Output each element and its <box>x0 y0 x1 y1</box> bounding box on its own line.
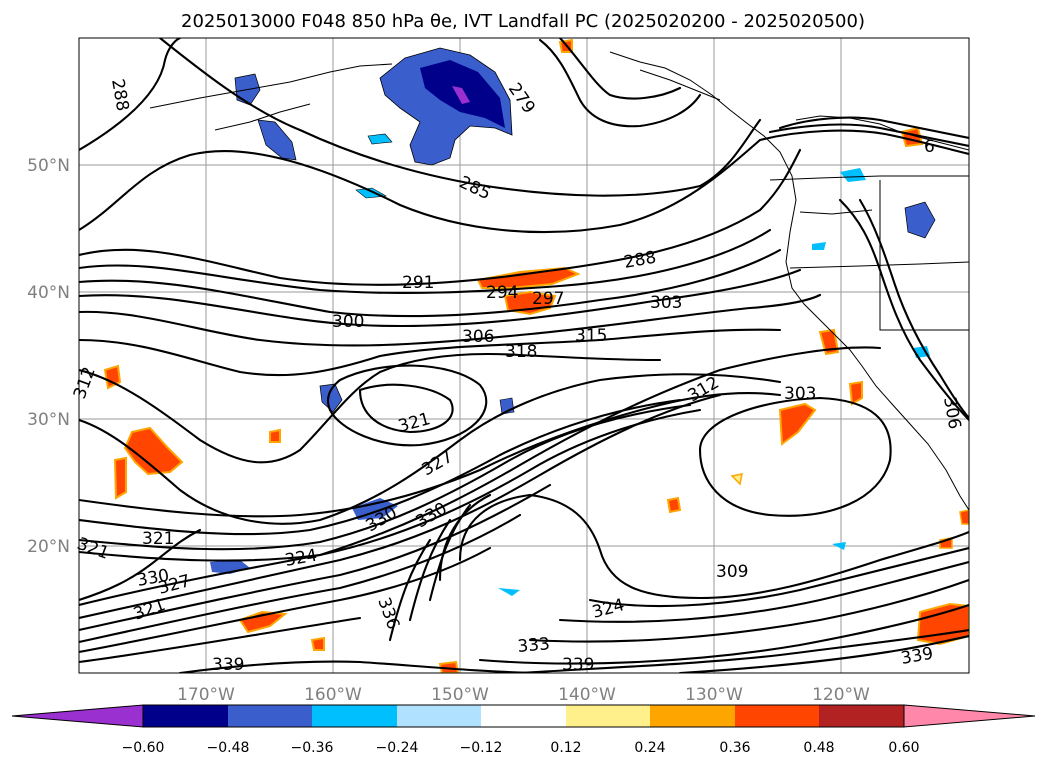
colorbar-tick-label: 0.36 <box>719 740 750 756</box>
longitude-labels: 170°W 160°W 150°W 140°W 130°W 120°W <box>177 685 870 705</box>
contour-label: 339 <box>212 655 244 675</box>
pc-shading-positive <box>103 38 969 673</box>
colorbar-tick-label: −0.36 <box>291 740 334 756</box>
colorbar-segment <box>650 705 735 727</box>
lon-label: 170°W <box>177 685 235 705</box>
colorbar-segment <box>228 705 312 727</box>
colorbar-tick-label: 0.24 <box>634 740 665 756</box>
contour-label: 306 <box>462 327 494 347</box>
colorbar-segment <box>819 705 904 727</box>
colorbar-segment <box>566 705 650 727</box>
contour-label: 300 <box>332 312 364 332</box>
colorbar-tick-label: 0.60 <box>888 740 919 756</box>
lon-label: 140°W <box>558 685 616 705</box>
contour-label: 297 <box>532 289 564 309</box>
lon-label: 120°W <box>812 685 870 705</box>
colorbar: −0.60 −0.48 −0.36 −0.24 −0.12 0.12 0.24 … <box>11 704 1036 756</box>
contour-label: 318 <box>505 342 537 362</box>
lat-label: 20°N <box>27 537 70 557</box>
contour-label: 6 <box>924 137 935 157</box>
lon-label: 150°W <box>431 685 489 705</box>
lon-label: 130°W <box>685 685 743 705</box>
lat-label: 50°N <box>27 156 70 176</box>
contour-label: 291 <box>402 273 434 293</box>
contour-label: 339 <box>562 655 594 675</box>
theta-e-contours <box>79 38 969 673</box>
contour-label: 309 <box>716 562 748 582</box>
lat-label: 40°N <box>27 283 70 303</box>
colorbar-extend-high <box>903 704 1036 728</box>
contour-label: 315 <box>575 326 607 346</box>
colorbar-segment <box>312 705 397 727</box>
colorbar-segment <box>735 705 819 727</box>
colorbar-tick-label: −0.60 <box>122 740 165 756</box>
colorbar-segment <box>397 705 481 727</box>
colorbar-frame <box>142 704 905 728</box>
colorbar-tick-label: −0.48 <box>207 740 250 756</box>
colorbar-tick-label: 0.48 <box>803 740 834 756</box>
colorbar-tick-label: −0.12 <box>460 740 503 756</box>
contour-label: 303 <box>784 384 816 404</box>
coastline <box>149 51 969 511</box>
colorbar-extend-low <box>11 704 144 728</box>
colorbar-segment <box>143 705 228 727</box>
contour-label: 333 <box>517 634 551 657</box>
contour-label: 294 <box>486 283 518 303</box>
map-panel: 288 279 285 288 291 294 297 303 300 306 … <box>70 37 970 675</box>
lat-label: 30°N <box>27 410 70 430</box>
latitude-labels: 50°N 40°N 30°N 20°N <box>27 156 70 557</box>
contour-label: 303 <box>650 293 682 313</box>
lon-label: 160°W <box>304 685 362 705</box>
colorbar-tick-label: 0.12 <box>550 740 581 756</box>
pc-shading-negative <box>210 47 936 596</box>
colorbar-tick-label: −0.24 <box>376 740 419 756</box>
colorbar-segment <box>481 705 566 727</box>
contour-label: 321 <box>142 529 174 549</box>
figure-title: 2025013000 F048 850 hPa θe, IVT Landfall… <box>181 11 865 32</box>
map-frame <box>78 37 970 674</box>
